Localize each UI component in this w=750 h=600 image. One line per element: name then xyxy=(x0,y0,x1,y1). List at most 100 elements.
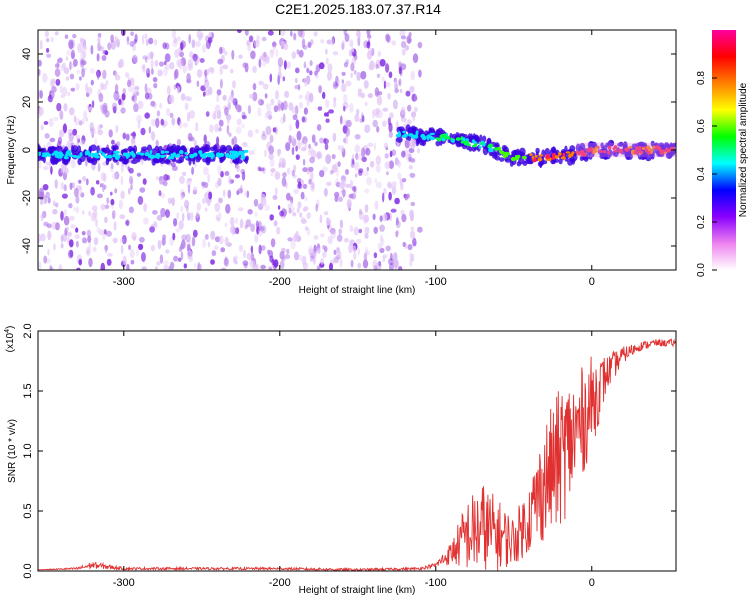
noise-speckle xyxy=(299,212,303,218)
carrier-core xyxy=(441,137,446,142)
noise-speckle xyxy=(180,243,184,251)
noise-speckle xyxy=(382,213,388,222)
noise-speckle xyxy=(80,192,85,198)
y-tick-label: 2.0 xyxy=(22,323,34,338)
noise-speckle xyxy=(195,122,198,127)
noise-speckle xyxy=(310,149,317,159)
noise-speckle xyxy=(48,117,54,127)
carrier-envelope xyxy=(519,147,526,156)
noise-speckle xyxy=(388,258,395,266)
noise-speckle xyxy=(362,259,369,269)
snr-frame xyxy=(38,331,676,571)
noise-speckle xyxy=(331,36,335,45)
carrier-envelope xyxy=(624,152,629,158)
noise-speckle xyxy=(216,94,220,103)
noise-speckle xyxy=(79,37,84,44)
noise-speckle xyxy=(136,172,142,177)
noise-speckle xyxy=(174,49,180,58)
carrier-core xyxy=(41,154,47,158)
noise-speckle xyxy=(173,84,177,90)
noise-speckle xyxy=(241,115,247,120)
noise-speckle xyxy=(366,30,371,36)
noise-speckle xyxy=(244,30,249,36)
noise-speckle xyxy=(257,107,262,117)
noise-speckle xyxy=(120,244,124,255)
noise-speckle xyxy=(331,154,336,160)
noise-speckle xyxy=(400,117,407,122)
carrier-core xyxy=(465,138,470,141)
noise-speckle xyxy=(158,175,165,185)
noise-speckle xyxy=(202,238,207,248)
noise-speckle xyxy=(369,60,375,71)
noise-speckle xyxy=(107,42,112,51)
noise-speckle xyxy=(96,71,100,80)
noise-speckle xyxy=(365,147,371,156)
noise-speckle xyxy=(404,139,410,149)
noise-speckle xyxy=(70,87,76,92)
noise-speckle xyxy=(187,249,193,260)
noise-speckle xyxy=(219,66,223,76)
noise-speckle xyxy=(382,107,389,112)
noise-speckle xyxy=(232,80,236,89)
noise-speckle xyxy=(47,249,50,256)
noise-speckle xyxy=(375,155,381,166)
noise-speckle xyxy=(71,52,75,60)
noise-speckle xyxy=(261,36,267,42)
noise-speckle xyxy=(379,247,385,253)
noise-speckle xyxy=(293,32,297,41)
carrier-envelope xyxy=(154,145,160,151)
noise-speckle xyxy=(275,126,278,135)
noise-speckle xyxy=(246,252,252,261)
noise-speckle xyxy=(50,165,53,175)
noise-speckle xyxy=(180,194,184,200)
carrier-core xyxy=(571,151,575,155)
noise-speckle xyxy=(316,265,321,270)
noise-speckle xyxy=(64,34,69,39)
carrier-core xyxy=(402,130,406,134)
noise-speckle xyxy=(143,203,148,212)
noise-speckle xyxy=(313,235,319,240)
noise-speckle xyxy=(205,40,211,50)
noise-speckle xyxy=(166,108,171,116)
noise-speckle xyxy=(410,70,416,81)
colorbar-label: Normalized spectral amplitude xyxy=(738,82,749,217)
noise-speckle xyxy=(267,114,273,120)
noise-speckle xyxy=(298,94,303,99)
noise-speckle xyxy=(228,94,234,101)
carrier-core xyxy=(65,151,71,156)
noise-speckle xyxy=(326,39,332,45)
noise-speckle xyxy=(107,252,113,257)
carrier-envelope xyxy=(209,146,216,152)
noise-speckle xyxy=(291,135,295,142)
noise-speckle xyxy=(364,124,371,133)
carrier-core xyxy=(429,132,435,136)
noise-speckle xyxy=(181,234,187,241)
noise-speckle xyxy=(309,171,314,181)
noise-speckle xyxy=(286,192,291,201)
x-tick-label: -300 xyxy=(113,577,135,589)
noise-speckle xyxy=(217,212,222,221)
noise-speckle xyxy=(397,159,400,165)
noise-speckle xyxy=(247,129,254,138)
noise-speckle xyxy=(182,65,188,74)
noise-speckle xyxy=(297,30,303,37)
noise-speckle xyxy=(169,261,175,270)
noise-speckle xyxy=(336,234,343,242)
noise-speckle xyxy=(224,236,229,246)
colorbar-tick-label: 0.2 xyxy=(696,215,707,229)
noise-speckle xyxy=(54,179,58,189)
noise-speckle xyxy=(208,191,213,200)
noise-speckle xyxy=(122,255,127,265)
noise-speckle xyxy=(93,209,98,219)
noise-speckle xyxy=(372,119,378,128)
noise-speckle xyxy=(325,118,330,123)
noise-speckle xyxy=(301,146,307,152)
noise-speckle xyxy=(379,224,385,232)
noise-speckle xyxy=(204,69,208,77)
noise-speckle xyxy=(232,256,237,264)
noise-speckle xyxy=(390,252,393,261)
noise-speckle xyxy=(49,266,54,270)
noise-speckle xyxy=(366,176,372,186)
carrier-core xyxy=(455,137,461,141)
noise-speckle xyxy=(265,125,272,136)
